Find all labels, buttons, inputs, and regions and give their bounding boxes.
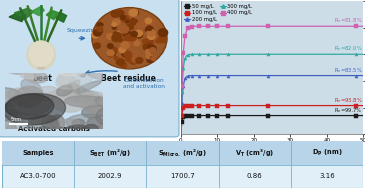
Text: 0.86: 0.86 <box>247 173 263 179</box>
X-axis label: Time / h: Time / h <box>259 145 285 150</box>
FancyBboxPatch shape <box>0 0 179 137</box>
Text: R$_e$=81.8%: R$_e$=81.8% <box>334 16 362 25</box>
Text: Beet: Beet <box>32 74 52 83</box>
Text: R$_e$=93.8%: R$_e$=93.8% <box>334 96 362 105</box>
Text: AC3.0-700: AC3.0-700 <box>20 173 56 179</box>
Text: 3.16: 3.16 <box>319 173 335 179</box>
Text: R$_e$=99.7%: R$_e$=99.7% <box>334 106 362 115</box>
Text: Samples: Samples <box>22 150 54 156</box>
Text: Activated carbons: Activated carbons <box>18 125 90 132</box>
Text: 1700.7: 1700.7 <box>170 173 195 179</box>
Text: S$_{\mathbf{Micro.}}$ (m²/g): S$_{\mathbf{Micro.}}$ (m²/g) <box>158 147 207 159</box>
Text: 2002.9: 2002.9 <box>98 173 123 179</box>
FancyBboxPatch shape <box>2 141 363 188</box>
Text: V$_{\mathbf{T}}$ (cm³/g): V$_{\mathbf{T}}$ (cm³/g) <box>235 147 274 159</box>
Legend: 50 mg/L, 100 mg/L, 200 mg/L, 300 mg/L, 400 mg/L: 50 mg/L, 100 mg/L, 200 mg/L, 300 mg/L, 4… <box>184 4 253 22</box>
Text: D$_{\mathbf{P}}$ (nm): D$_{\mathbf{P}}$ (nm) <box>312 148 342 158</box>
Text: R$_e$=83.5%: R$_e$=83.5% <box>334 66 362 75</box>
Text: S$_{\mathbf{BET}}$ (m²/g): S$_{\mathbf{BET}}$ (m²/g) <box>89 147 131 159</box>
Text: R$_e$=82.0%: R$_e$=82.0% <box>334 44 362 53</box>
Text: Beet residue: Beet residue <box>101 74 156 83</box>
Text: Carbonization
and activation: Carbonization and activation <box>123 78 165 89</box>
Text: Squeezing: Squeezing <box>66 28 99 33</box>
FancyBboxPatch shape <box>2 141 363 165</box>
